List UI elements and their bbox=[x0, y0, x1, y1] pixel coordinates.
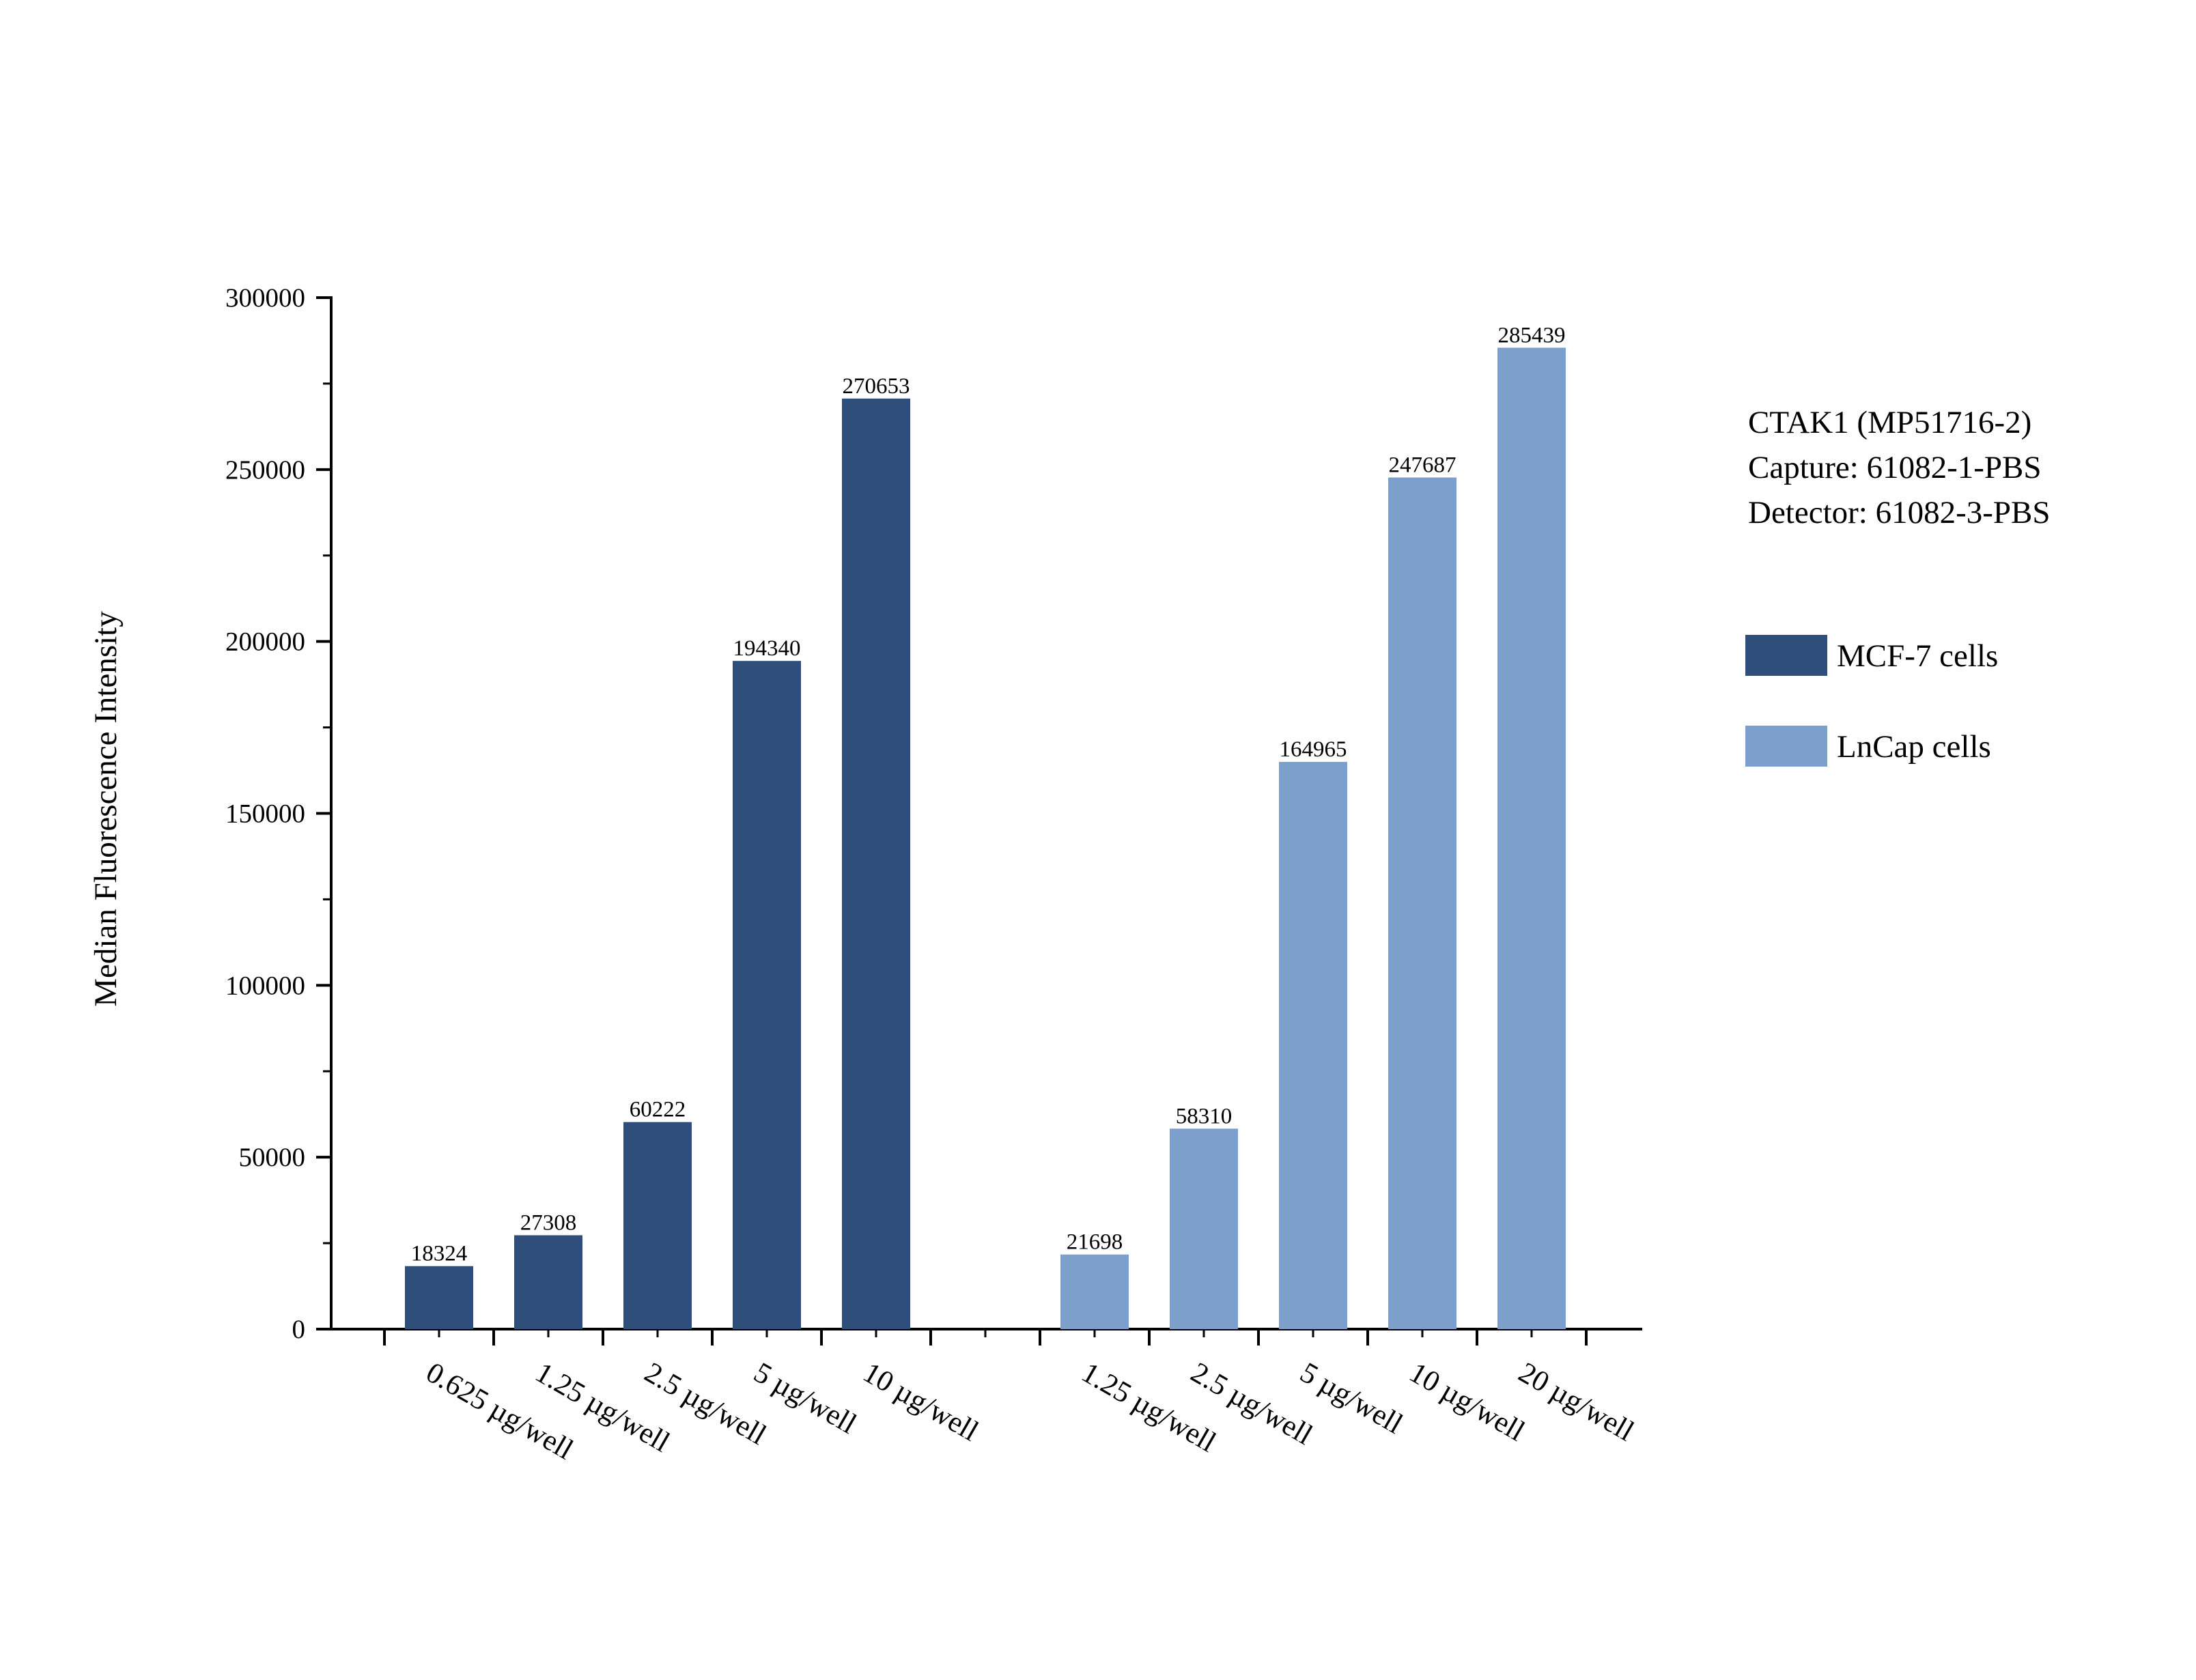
bar-series-1-cat-3 bbox=[1388, 477, 1456, 1329]
y-tick-label: 200000 bbox=[225, 627, 305, 657]
data-label: 285439 bbox=[1498, 323, 1566, 347]
annotation-line-3: Detector: 61082-3-PBS bbox=[1748, 495, 2051, 530]
bars: 18324 27308 60222 194340 270653 21698 58310 164… bbox=[405, 323, 1566, 1330]
bar-series-0-cat-3 bbox=[733, 661, 801, 1329]
bar-series-1-cat-0 bbox=[1060, 1254, 1129, 1329]
legend-swatch-mcf7 bbox=[1745, 635, 1827, 676]
data-label: 60222 bbox=[630, 1098, 686, 1122]
data-label: 58310 bbox=[1176, 1104, 1233, 1128]
bar-series-0-cat-1 bbox=[514, 1235, 582, 1329]
y-tick-label: 50000 bbox=[239, 1143, 306, 1172]
x-tick-label: 20 µg/well bbox=[1513, 1356, 1639, 1448]
y-tick-label: 150000 bbox=[225, 799, 305, 829]
y-tick-label: 0 bbox=[292, 1315, 306, 1344]
legend-label-mcf7: MCF-7 cells bbox=[1837, 638, 1998, 674]
bar-series-0-cat-2 bbox=[623, 1122, 692, 1329]
y-tick-label: 300000 bbox=[225, 283, 305, 313]
bar-series-1-cat-1 bbox=[1170, 1128, 1238, 1329]
bar-series-1-cat-4 bbox=[1497, 347, 1566, 1330]
annotation-line-1: CTAK1 (MP51716-2) bbox=[1748, 405, 2031, 440]
y-tick-label: 100000 bbox=[225, 971, 305, 1000]
y-tick-label: 250000 bbox=[225, 455, 305, 485]
data-label: 27308 bbox=[520, 1210, 577, 1235]
y-axis-label: Median Fluorescence Intensity bbox=[88, 611, 124, 1007]
data-label: 270653 bbox=[843, 374, 910, 399]
legend-label-lncap: LnCap cells bbox=[1837, 729, 1991, 765]
data-label: 164965 bbox=[1280, 737, 1347, 762]
legend-swatch-lncap bbox=[1745, 726, 1827, 767]
x-tick-label: 10 µg/well bbox=[858, 1356, 984, 1448]
data-label: 247687 bbox=[1389, 453, 1456, 477]
annotation-line-2: Capture: 61082-1-PBS bbox=[1748, 450, 2042, 485]
legend: MCF-7 cells LnCap cells bbox=[1745, 635, 1998, 767]
data-label: 194340 bbox=[733, 636, 801, 661]
data-label: 18324 bbox=[411, 1242, 468, 1266]
data-label: 21698 bbox=[1067, 1230, 1123, 1255]
chart-annotation: CTAK1 (MP51716-2) Capture: 61082-1-PBS D… bbox=[1748, 405, 2051, 530]
bar-series-0-cat-0 bbox=[405, 1266, 473, 1329]
x-tick-label: 10 µg/well bbox=[1404, 1356, 1530, 1448]
bar-series-0-cat-4 bbox=[842, 398, 910, 1329]
bar-series-1-cat-2 bbox=[1279, 762, 1347, 1329]
